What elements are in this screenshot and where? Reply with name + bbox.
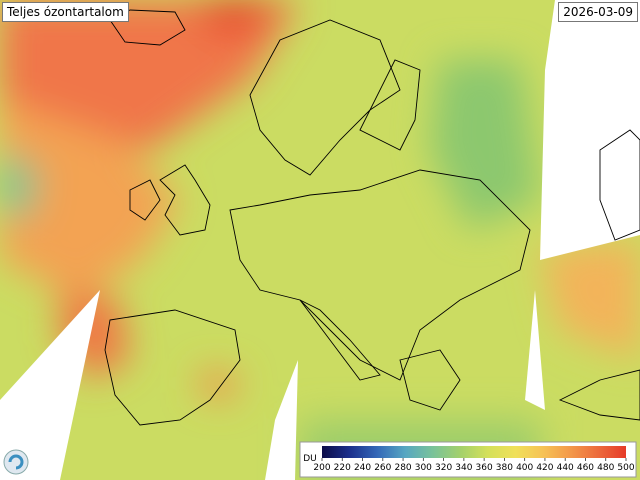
colorbar-tick-label: 260 xyxy=(374,463,391,473)
logo-circle xyxy=(3,449,29,475)
colorbar-tick-label: 440 xyxy=(557,463,574,473)
coastlines xyxy=(104,9,640,426)
colorbar-tick-label: 280 xyxy=(394,463,411,473)
colorbar-tick-label: 220 xyxy=(334,463,351,473)
colorbar-tick-label: 340 xyxy=(455,463,472,473)
colorbar-tick-label: 240 xyxy=(354,463,371,473)
colorbar-tick-label: 420 xyxy=(536,463,553,473)
colorbar-tick-label: 380 xyxy=(496,463,513,473)
logo xyxy=(3,449,29,475)
map-title: Teljes ózontartalom xyxy=(2,2,129,22)
colorbar-tick-label: 360 xyxy=(476,463,493,473)
colorbar-tick-label: 400 xyxy=(516,463,533,473)
colorbar-tick-label: 200 xyxy=(313,463,330,473)
colorbar-tick-label: 480 xyxy=(597,463,614,473)
colorbar-legend: DU 200 220 240 260 280 300 320 340 360 380 400 420 4… xyxy=(299,441,637,478)
colorbar-tick-label: 320 xyxy=(435,463,452,473)
map-date: 2026-03-09 xyxy=(558,2,638,22)
colorbar-tick-label: 300 xyxy=(415,463,432,473)
logo-swirl xyxy=(8,454,24,470)
colorbar xyxy=(322,446,626,458)
colorbar-tick-label: 500 xyxy=(617,463,634,473)
legend-unit: DU xyxy=(303,454,317,464)
colorbar-tick-label: 460 xyxy=(577,463,594,473)
